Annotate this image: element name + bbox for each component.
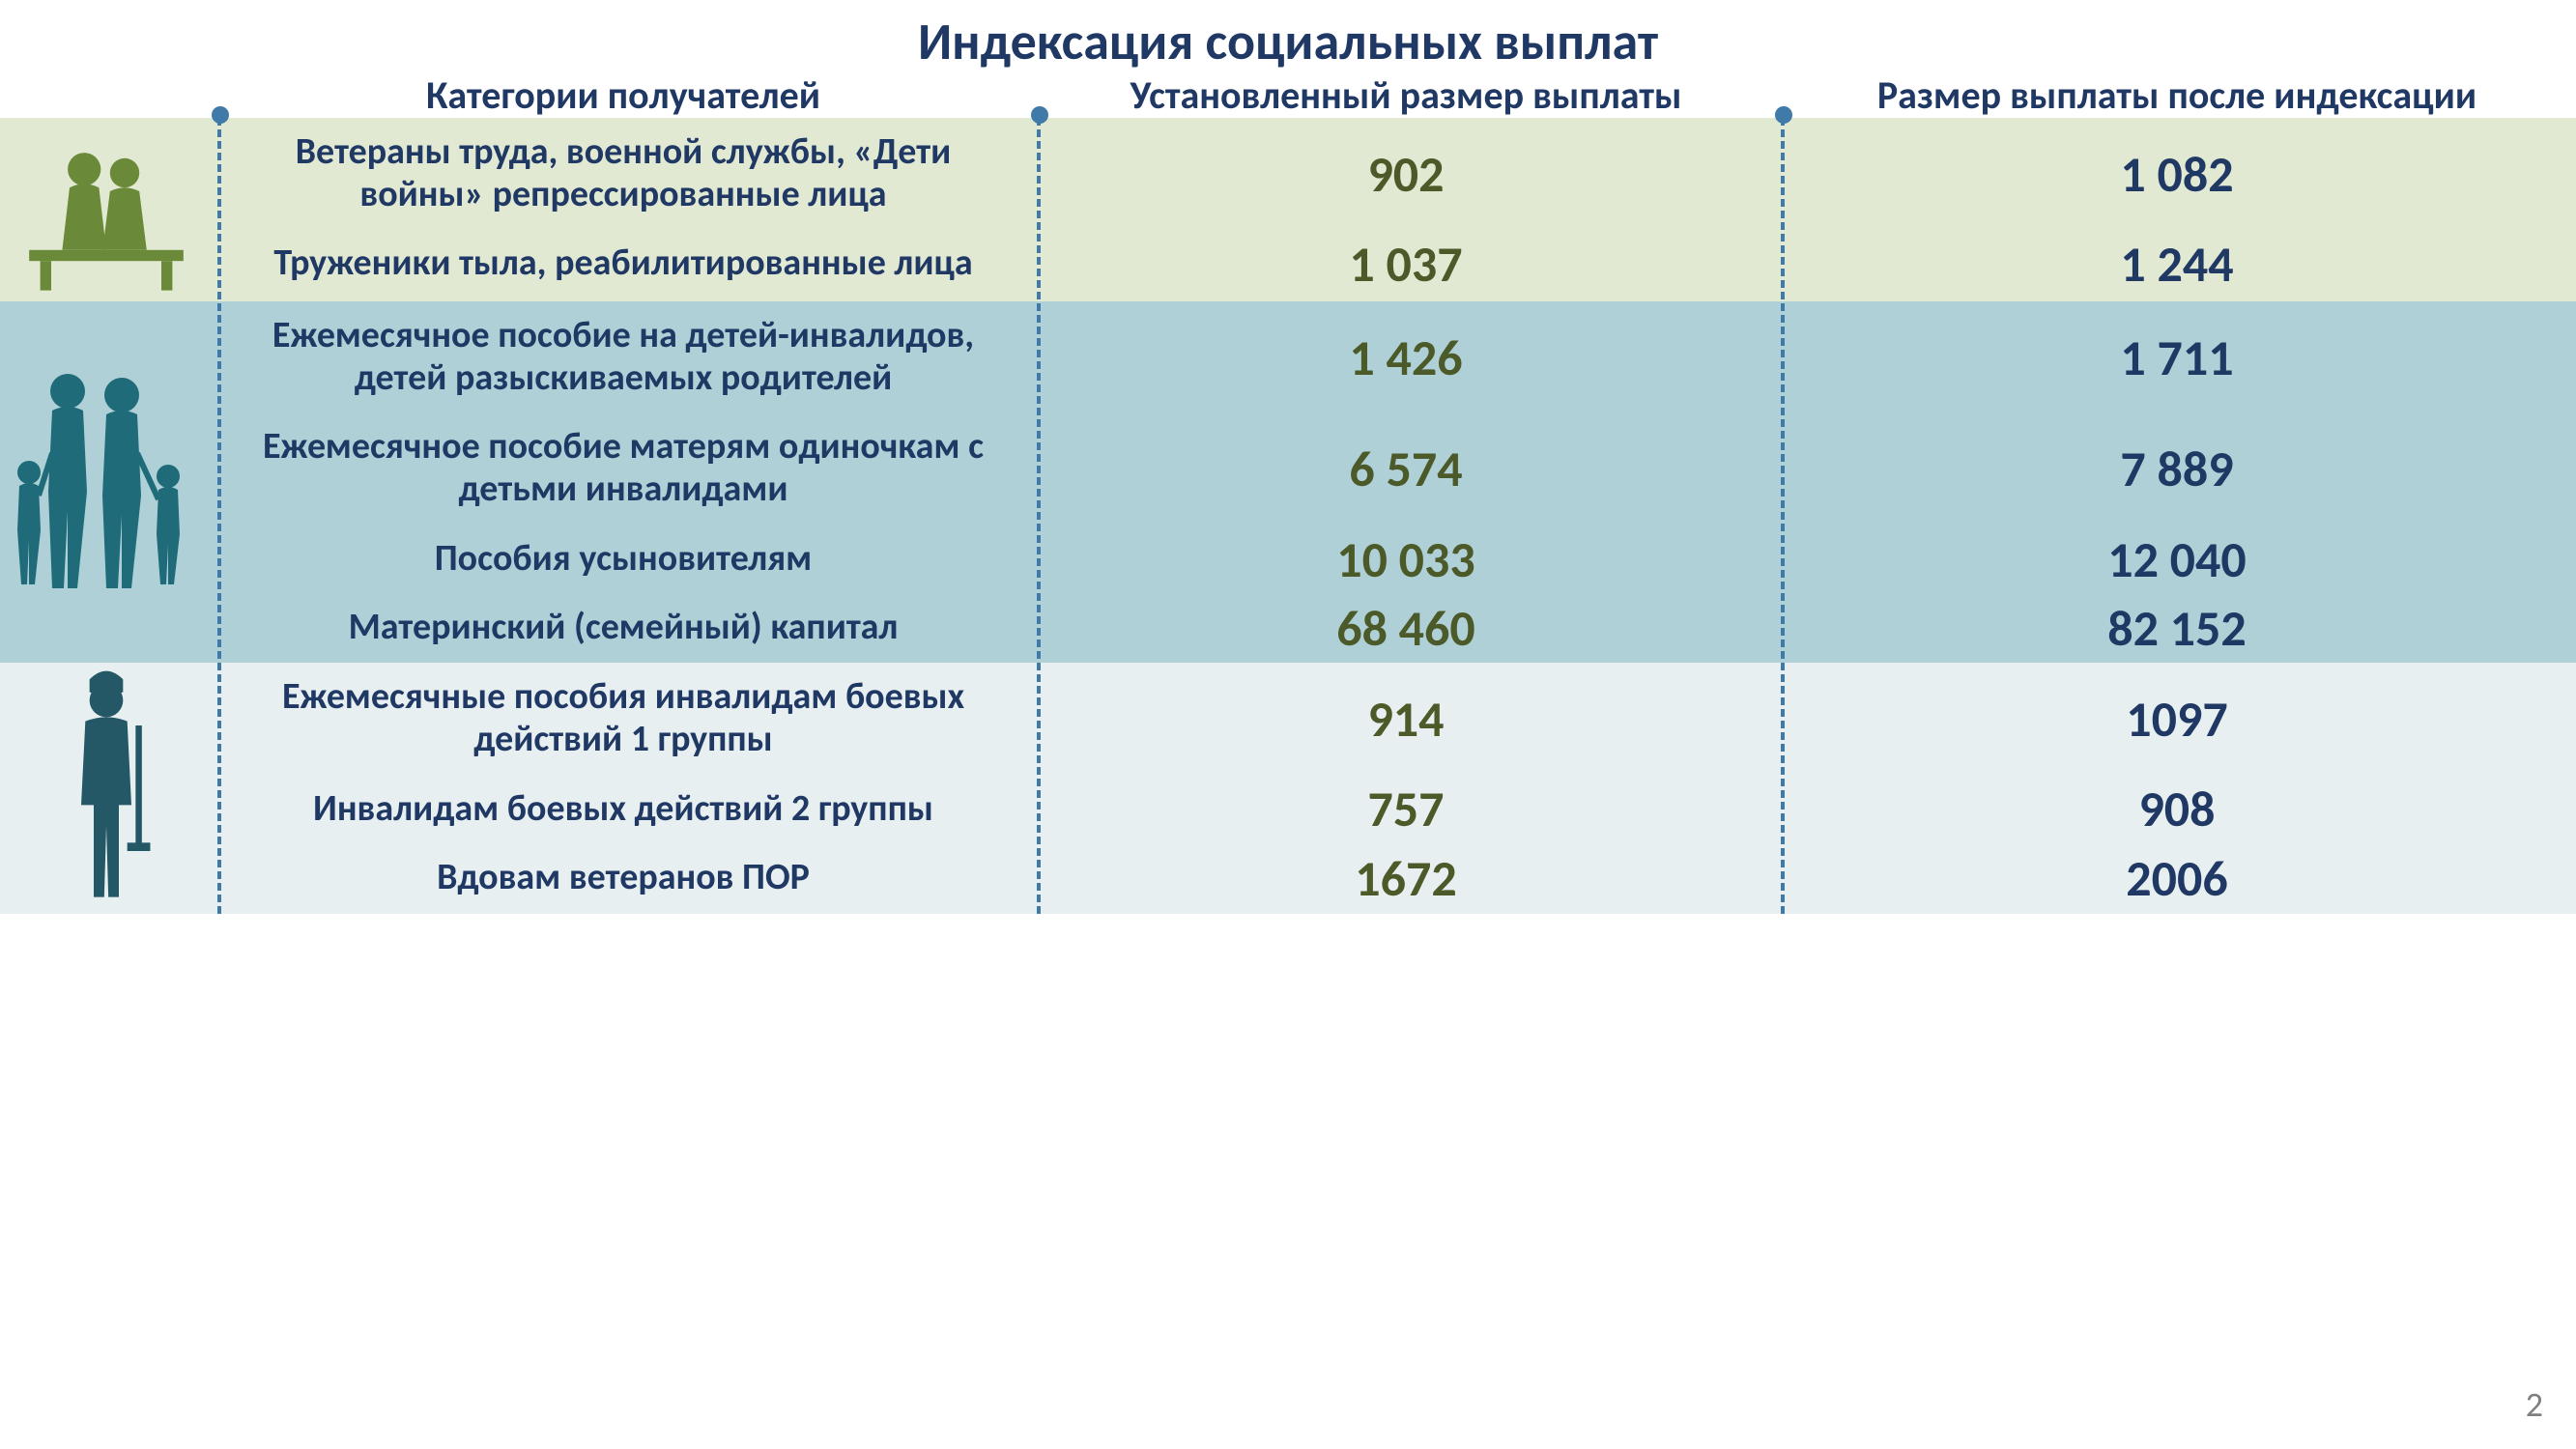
category-label: Материнский (семейный) капитал	[213, 593, 1034, 663]
value-before: 757	[1034, 778, 1778, 839]
value-before: 902	[1034, 143, 1778, 205]
page-number: 2	[2526, 1383, 2543, 1426]
header-after: Размер выплаты после индексации	[1778, 73, 2576, 118]
value-after: 7 889	[1778, 438, 2576, 499]
table-row: Материнский (семейный) капитал 68 460 82…	[213, 593, 2576, 663]
value-before: 1672	[1034, 847, 1778, 909]
value-after: 1 711	[1778, 327, 2576, 388]
column-headers: Категории получателей Установленный разм…	[0, 73, 2576, 118]
value-before: 1 037	[1034, 233, 1778, 295]
table-row: Ежемесячное пособие матерям одиночкам с …	[213, 412, 2576, 524]
value-after: 908	[1778, 778, 2576, 839]
category-label: Инвалидам боевых действий 2 группы	[213, 775, 1034, 844]
category-label: Ежемесячные пособия инвалидам боевых дей…	[213, 663, 1034, 774]
table-row: Инвалидам боевых действий 2 группы 757 9…	[213, 775, 2576, 844]
header-before: Установленный размер выплаты	[1034, 73, 1778, 118]
category-label: Труженики тыла, реабилитированные лица	[213, 229, 1034, 298]
table-row: Ежемесячные пособия инвалидам боевых дей…	[213, 663, 2576, 774]
value-before: 914	[1034, 688, 1778, 750]
sections-container: Ветераны труда, военной службы, «Дети во…	[0, 118, 2576, 914]
value-after: 1 244	[1778, 233, 2576, 295]
table-row: Труженики тыла, реабилитированные лица 1…	[213, 229, 2576, 298]
value-after: 1 082	[1778, 143, 2576, 205]
section-family: Ежемесячное пособие на детей-инвалидов, …	[0, 301, 2576, 663]
value-before: 10 033	[1034, 528, 1778, 590]
value-after: 12 040	[1778, 528, 2576, 590]
table-row: Ежемесячное пособие на детей-инвалидов, …	[213, 301, 2576, 412]
category-label: Вдовам ветеранов ПОР	[213, 843, 1034, 913]
value-before: 68 460	[1034, 597, 1778, 659]
category-label: Пособия усыновителям	[213, 525, 1034, 594]
header-category: Категории получателей	[213, 73, 1034, 118]
bench-couple-icon	[0, 118, 213, 301]
table-row: Вдовам ветеранов ПОР 1672 2006	[213, 843, 2576, 913]
section-veterans: Ветераны труда, военной службы, «Дети во…	[0, 118, 2576, 301]
table-row: Пособия усыновителям 10 033 12 040	[213, 525, 2576, 594]
table-row: Ветераны труда, военной службы, «Дети во…	[213, 118, 2576, 229]
page-title: Индексация социальных выплат	[0, 0, 2576, 73]
value-after: 82 152	[1778, 597, 2576, 659]
family-walking-icon	[0, 301, 213, 663]
category-label: Ежемесячное пособие на детей-инвалидов, …	[213, 301, 1034, 412]
value-before: 1 426	[1034, 327, 1778, 388]
value-before: 6 574	[1034, 438, 1778, 499]
soldier-icon	[0, 663, 213, 914]
section-military: Ежемесячные пособия инвалидам боевых дей…	[0, 663, 2576, 914]
value-after: 1097	[1778, 688, 2576, 750]
value-after: 2006	[1778, 847, 2576, 909]
category-label: Ветераны труда, военной службы, «Дети во…	[213, 118, 1034, 229]
category-label: Ежемесячное пособие матерям одиночкам с …	[213, 412, 1034, 524]
